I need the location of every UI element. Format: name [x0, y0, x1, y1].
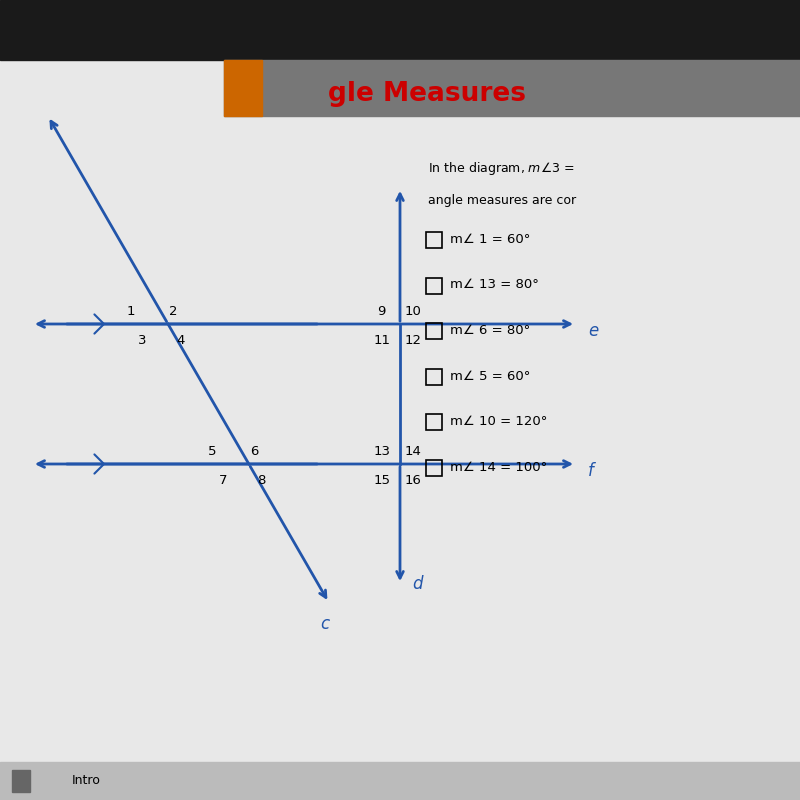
Text: angle measures are cor: angle measures are cor — [428, 194, 576, 206]
Text: 12: 12 — [404, 334, 422, 347]
Text: m∠ 1 = 60°: m∠ 1 = 60° — [450, 233, 530, 246]
Text: e: e — [588, 322, 598, 340]
Text: 14: 14 — [405, 445, 422, 458]
Bar — [426, 323, 442, 339]
Bar — [0, 762, 800, 800]
Text: m∠ 6 = 80°: m∠ 6 = 80° — [450, 324, 530, 337]
Bar — [426, 232, 442, 248]
Text: d: d — [412, 575, 422, 593]
Text: 4: 4 — [177, 334, 185, 347]
Bar — [426, 278, 442, 294]
Text: 8: 8 — [258, 474, 266, 487]
Text: 6: 6 — [250, 445, 258, 458]
Bar — [426, 414, 442, 430]
Text: 9: 9 — [378, 305, 386, 318]
Bar — [12, 770, 30, 792]
Text: 3: 3 — [138, 334, 146, 347]
Text: 11: 11 — [373, 334, 390, 347]
Text: 1: 1 — [127, 305, 135, 318]
Text: 10: 10 — [405, 305, 422, 318]
Text: m∠ 14 = 100°: m∠ 14 = 100° — [450, 461, 548, 474]
Text: In the diagram, $m\angle 3$ =: In the diagram, $m\angle 3$ = — [428, 160, 574, 177]
Text: 15: 15 — [373, 474, 390, 487]
Text: m∠ 5 = 60°: m∠ 5 = 60° — [450, 370, 530, 382]
Bar — [224, 60, 262, 116]
Text: Intro: Intro — [72, 774, 101, 787]
Text: 7: 7 — [219, 474, 227, 487]
Text: f: f — [588, 462, 594, 480]
Text: c: c — [320, 614, 330, 633]
Text: m∠ 10 = 120°: m∠ 10 = 120° — [450, 415, 548, 428]
Text: 13: 13 — [373, 445, 390, 458]
Text: m∠ 13 = 80°: m∠ 13 = 80° — [450, 278, 539, 291]
Bar — [426, 460, 442, 476]
Bar — [0, 0, 800, 60]
Text: 5: 5 — [208, 445, 216, 458]
Bar — [426, 369, 442, 385]
Text: gle Measures: gle Measures — [328, 82, 526, 107]
Bar — [224, 60, 800, 116]
Text: 16: 16 — [405, 474, 422, 487]
Text: 2: 2 — [170, 305, 178, 318]
